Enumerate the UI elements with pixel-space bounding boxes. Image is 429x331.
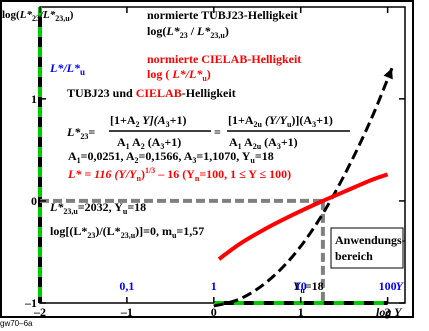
y-value-label: 10 <box>295 279 307 293</box>
y-value-label: 0,1 <box>119 279 134 293</box>
formula-equals: = <box>214 125 221 139</box>
range-line1: Anwendungs- <box>335 233 406 247</box>
range-line2: bereich <box>335 249 373 263</box>
arrow-head <box>383 68 393 80</box>
header-line4: log ( L*/L*u) <box>147 67 211 83</box>
header-line3: normierte CIELAB-Helligkeit <box>147 52 301 66</box>
params-line: A1=0,0251, A2=0,1566, A3=1,1070, Yu=18 <box>68 149 274 165</box>
x-tick-label: –2 <box>33 305 46 319</box>
series-tubj23-curve <box>213 67 394 308</box>
tubj-heading: TUBJ23 und CIELAB-Helligkeit <box>67 86 236 100</box>
range-box <box>330 227 404 269</box>
cielab-formula: L* = 116 (Y/Yn)1/3 – 16 (Yn=100, 1 ≤ Y ≤… <box>67 166 291 183</box>
x-tick-label: –1 <box>120 305 133 319</box>
x-axis-label: log Y <box>376 305 403 319</box>
y-ticks <box>40 98 405 304</box>
formula-denominator-1: A1 A2 (A3+1) <box>117 135 181 151</box>
formula-lhs: L*23= <box>66 125 95 141</box>
header-line2: log(L*23 / L*23,u) <box>147 24 229 40</box>
x-tick-label: 1 <box>298 305 304 319</box>
formula-denominator-2: A1 A2u (A3+1) <box>229 135 298 151</box>
y-values-axis-label: Y <box>396 279 405 293</box>
corner-title: log(L*23/L*23,u) <box>2 9 74 23</box>
x-tick-label: 2 <box>385 305 391 319</box>
footer-id: gw70–6a <box>0 319 33 328</box>
y-tick-label: –1 <box>24 296 37 310</box>
series-cielab-curve <box>217 172 389 261</box>
y-tick-label: 0 <box>31 194 37 208</box>
luu-label: L*23,u=2032, Yu=18 <box>49 200 146 216</box>
arrow-icon <box>383 68 393 80</box>
log-equation: log[(L*23)/(L*23,u)]=0, mu=1,57 <box>50 224 204 240</box>
y-value-label: 1 <box>211 279 217 293</box>
y-value-label: 100 <box>379 279 397 293</box>
header-line1: normierte TUBJ23-Helligkeit <box>147 8 298 22</box>
y-axis-label: L*/L*u <box>49 61 85 77</box>
outer-frame <box>0 0 414 318</box>
y-tick-label: 1 <box>31 92 37 106</box>
formula-numerator-2: [1+A2u (Y/Yu)](A3+1) <box>228 113 333 129</box>
x-ticks <box>39 7 389 303</box>
x-tick-label: 0 <box>211 305 217 319</box>
formula-numerator-1: [1+A2 Y](A3+1) <box>110 113 186 129</box>
yu-label: Yu=18 <box>293 279 324 295</box>
